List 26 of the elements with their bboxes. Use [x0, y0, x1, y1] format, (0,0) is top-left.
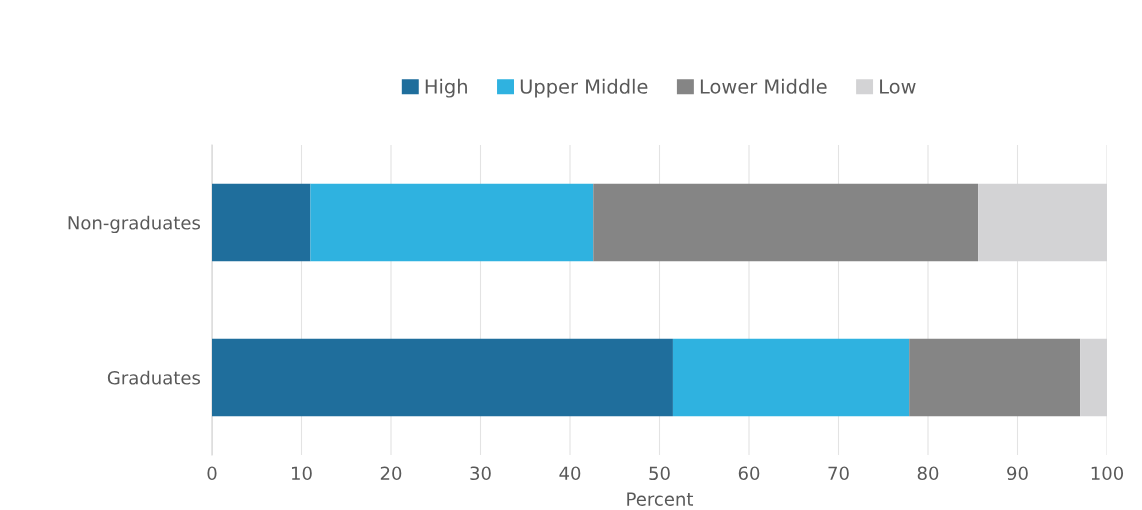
x-tick-label: 50 — [649, 466, 670, 481]
bar — [672, 338, 910, 417]
legend-label: Lower Middle — [700, 78, 827, 94]
bar — [978, 183, 1107, 262]
legend-label: High — [425, 78, 467, 98]
bar — [593, 183, 979, 262]
legend-label: Low — [880, 79, 916, 94]
x-tick-label: 10 — [292, 466, 312, 481]
bar — [1080, 338, 1107, 417]
x-tick-label: 100 — [1091, 466, 1124, 481]
bar — [212, 183, 311, 262]
x-tick-label: 30 — [470, 466, 491, 481]
y-tick-label: Non-graduates — [68, 215, 201, 234]
x-tick-label: 20 — [380, 466, 402, 481]
x-tick-label: 80 — [917, 466, 939, 481]
x-tick-label: 90 — [1007, 466, 1028, 481]
x-axis-title: Percent — [627, 492, 694, 506]
bar — [310, 183, 594, 262]
x-tick-label: 60 — [738, 466, 760, 481]
legend-label: Upper Middle — [520, 78, 648, 98]
x-tick-label: 0 — [207, 466, 217, 481]
bar — [212, 338, 673, 417]
x-tick-label: 70 — [828, 466, 849, 481]
y-tick-label: Graduates — [107, 370, 201, 385]
x-tick-label: 40 — [559, 466, 581, 481]
bar — [909, 338, 1081, 417]
